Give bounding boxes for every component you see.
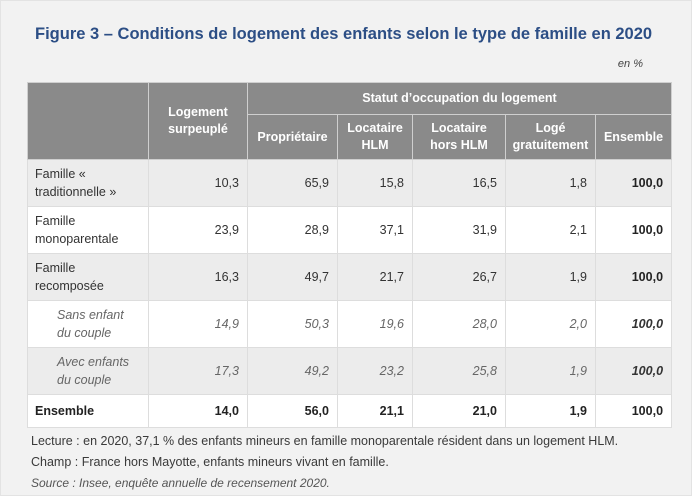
cell-value: 2,0 xyxy=(505,300,596,348)
cell-value: 49,7 xyxy=(247,253,338,301)
cell-value: 37,1 xyxy=(337,206,413,254)
cell-total: 100,0 xyxy=(594,253,673,301)
data-table: Logement surpeuplé Statut d’occupation d… xyxy=(27,82,673,428)
table-row: Famille « traditionnelle » 10,3 65,9 15,… xyxy=(27,159,673,207)
cell-value: 50,3 xyxy=(247,300,338,348)
lecture-note: Lecture : en 2020, 37,1 % des enfants mi… xyxy=(31,434,619,448)
cell-value: 15,8 xyxy=(337,159,413,207)
cell-value: 26,7 xyxy=(412,253,506,301)
cell-total: 100,0 xyxy=(594,347,673,395)
header-overcrowded: Logement surpeuplé xyxy=(148,82,248,160)
table-row: Famille monoparentale 23,9 28,9 37,1 31,… xyxy=(27,206,673,254)
row-label: Ensemble xyxy=(27,394,149,428)
cell-value: 10,3 xyxy=(148,159,248,207)
row-label: Famille monoparentale xyxy=(27,206,149,254)
cell-value: 23,9 xyxy=(148,206,248,254)
unit-label: en % xyxy=(617,58,643,70)
cell-value: 14,0 xyxy=(148,394,248,428)
cell-value: 25,8 xyxy=(412,347,506,395)
cell-value: 1,9 xyxy=(505,253,596,301)
header-free-housing: Logé gratuitement xyxy=(505,114,596,160)
cell-value: 65,9 xyxy=(247,159,338,207)
cell-value: 56,0 xyxy=(247,394,338,428)
header-hlm-tenant: Locataire HLM xyxy=(337,114,413,160)
cell-value: 21,7 xyxy=(337,253,413,301)
cell-value: 23,2 xyxy=(337,347,413,395)
row-label: Famille recomposée xyxy=(27,253,149,301)
cell-value: 21,1 xyxy=(337,394,413,428)
header-total: Ensemble xyxy=(594,114,673,160)
cell-value: 1,9 xyxy=(505,347,596,395)
cell-value: 16,5 xyxy=(412,159,506,207)
cell-value: 14,9 xyxy=(148,300,248,348)
cell-value: 31,9 xyxy=(412,206,506,254)
cell-value: 1,9 xyxy=(505,394,596,428)
header-private-tenant: Locataire hors HLM xyxy=(412,114,506,160)
figure-notes: Lecture : en 2020, 37,1 % des enfants mi… xyxy=(31,431,618,494)
cell-value: 17,3 xyxy=(148,347,248,395)
source-note: Source : Insee, enquête annuelle de rece… xyxy=(31,476,330,490)
cell-value: 2,1 xyxy=(505,206,596,254)
cell-total: 100,0 xyxy=(594,159,673,207)
cell-total: 100,0 xyxy=(594,300,673,348)
cell-total: 100,0 xyxy=(594,394,673,428)
row-label: Famille « traditionnelle » xyxy=(27,159,149,207)
corner-header xyxy=(27,82,149,160)
cell-value: 19,6 xyxy=(337,300,413,348)
header-occupation-status: Statut d’occupation du logement xyxy=(246,82,673,115)
cell-value: 28,9 xyxy=(247,206,338,254)
table-row: Famille recomposée 16,3 49,7 21,7 26,7 1… xyxy=(27,253,673,301)
cell-value: 28,0 xyxy=(412,300,506,348)
figure-title: Figure 3 – Conditions de logement des en… xyxy=(35,25,653,43)
cell-value: 1,8 xyxy=(505,159,596,207)
row-label: Sans enfant du couple xyxy=(27,300,149,348)
cell-total: 100,0 xyxy=(594,206,673,254)
cell-value: 21,0 xyxy=(412,394,506,428)
header-owner: Propriétaire xyxy=(247,114,338,160)
cell-value: 49,2 xyxy=(247,347,338,395)
table-row: Sans enfant du couple 14,9 50,3 19,6 28,… xyxy=(27,300,673,348)
row-label: Avec enfants du couple xyxy=(27,347,149,395)
cell-value: 16,3 xyxy=(148,253,248,301)
table-row-total: Ensemble 14,0 56,0 21,1 21,0 1,9 100,0 xyxy=(27,394,673,428)
champ-note: Champ : France hors Mayotte, enfants min… xyxy=(31,455,389,469)
table-row: Avec enfants du couple 17,3 49,2 23,2 25… xyxy=(27,347,673,395)
